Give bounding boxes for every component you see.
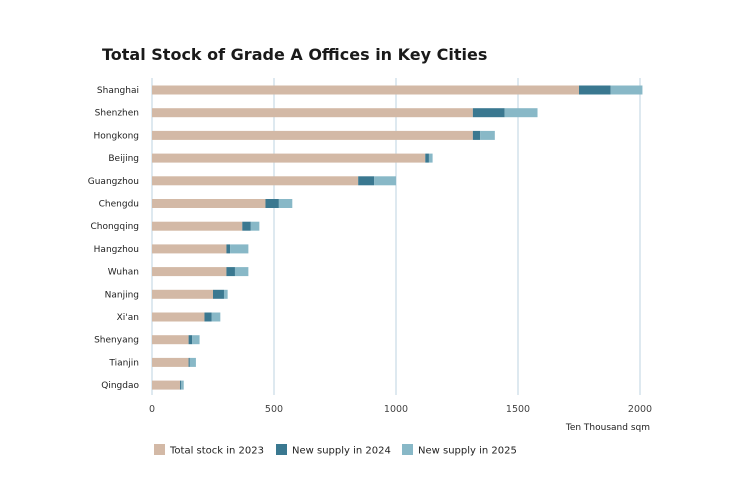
bar-stock-2023 [152,335,189,345]
legend-label: New supply in 2025 [418,446,517,457]
bar-supply-2025 [230,244,249,254]
bar-supply-2024 [425,153,429,163]
bar-supply-2024 [213,289,224,299]
x-tick-label: 1500 [506,404,530,415]
bar-supply-2025 [278,199,293,208]
bar-stock-2023 [152,108,473,118]
grid-lines [151,78,641,395]
bar-supply-2024 [579,85,611,95]
legend-swatch [402,444,413,455]
x-tick-label: 500 [265,404,283,415]
bars [152,85,643,390]
legend-swatch [276,444,287,455]
category-label: Wuhan [108,268,139,278]
bar-stock-2023 [152,85,579,95]
bar-stock-2023 [152,267,227,277]
x-tick-label: 0 [149,404,155,415]
category-label: Xi'an [117,313,139,323]
legend-swatch [154,444,165,455]
x-axis-label: Ten Thousand sqm [565,423,650,433]
bar-supply-2024 [472,108,505,118]
bar-stock-2023 [152,199,266,208]
legend-label: Total stock in 2023 [169,446,264,457]
category-label: Chongqing [90,222,139,232]
bar-supply-2024 [358,176,375,186]
bar-supply-2025 [192,335,200,345]
bar-supply-2025 [211,312,221,322]
category-label: Shenyang [94,336,139,346]
bar-supply-2025 [181,380,184,390]
bar-supply-2025 [189,357,196,367]
bar-supply-2024 [180,380,182,390]
legend-label: New supply in 2024 [292,446,391,457]
bar-supply-2025 [610,85,643,95]
bar-stock-2023 [152,289,213,299]
legend: Total stock in 2023 New supply in 2024 New… [154,444,517,457]
category-label: Chengdu [99,200,139,210]
category-label: Qingdao [101,381,139,391]
x-tick-label: 2000 [628,404,652,415]
bar-supply-2025 [374,176,396,186]
bar-stock-2023 [152,380,181,390]
bar-stock-2023 [152,153,426,163]
category-label: Tianjin [108,358,139,368]
category-label: Beijing [108,154,139,164]
bar-stock-2023 [152,176,359,186]
bar-supply-2024 [226,267,235,277]
category-label: Nanjing [105,290,139,300]
category-label: Shanghai [97,86,139,96]
bar-stock-2023 [152,221,243,231]
bar-supply-2024 [472,130,481,140]
x-tick-label: 1000 [384,404,408,415]
bar-stock-2023 [152,244,227,254]
category-label: Shenzhen [95,109,139,119]
bar-stock-2023 [152,312,205,322]
bar-supply-2024 [204,312,212,322]
bar-supply-2025 [234,267,249,277]
bar-supply-2025 [223,289,228,299]
bar-stock-2023 [152,130,473,140]
bar-supply-2024 [188,335,193,345]
bar-supply-2025 [480,130,495,140]
chart-title: Total Stock of Grade A Offices in Key Ci… [102,45,487,64]
x-tick-labels: 0 500 1000 1500 2000 [149,404,652,415]
category-label: Hangzhou [94,245,139,255]
category-label: Guangzhou [88,177,139,187]
bar-stock-2023 [152,357,189,367]
bar-supply-2024 [242,221,251,231]
category-label: Hongkong [93,131,139,141]
bar-supply-2025 [504,108,538,118]
bar-supply-2025 [428,153,433,163]
bar-supply-2024 [226,244,231,254]
bar-supply-2025 [250,221,260,231]
bar-supply-2024 [188,357,190,367]
bar-supply-2024 [265,199,279,208]
category-labels: Shanghai Shenzhen Hongkong Beijing Guangzhou… [88,86,140,391]
